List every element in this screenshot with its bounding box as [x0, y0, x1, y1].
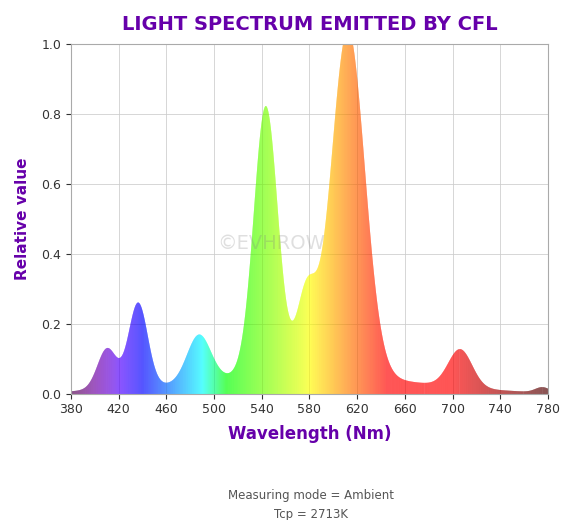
X-axis label: Wavelength (Nm): Wavelength (Nm) [228, 425, 391, 443]
Text: Measuring mode = Ambient
Tcp = 2713K
Peak Wavelength = 612nm: Measuring mode = Ambient Tcp = 2713K Pea… [228, 489, 393, 520]
Title: LIGHT SPECTRUM EMITTED BY CFL: LIGHT SPECTRUM EMITTED BY CFL [121, 15, 497, 34]
Y-axis label: Relative value: Relative value [15, 158, 30, 280]
Text: ©EVHROW: ©EVHROW [217, 233, 325, 253]
